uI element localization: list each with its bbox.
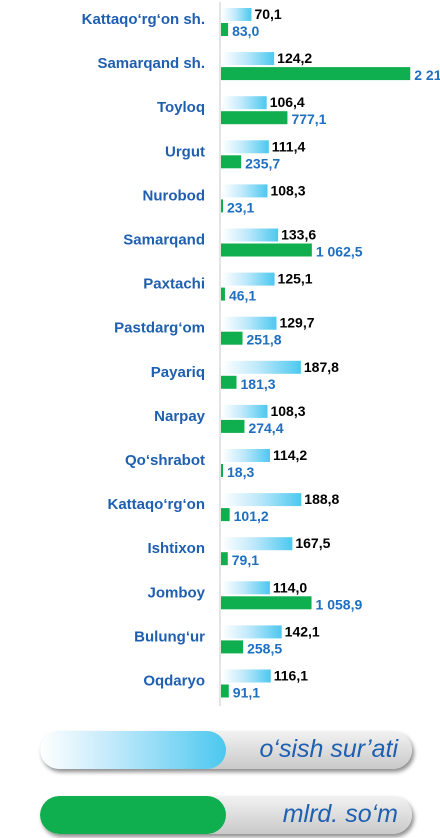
growth-value-label: 125,1 <box>278 271 313 287</box>
growth-value-label: 111,4 <box>272 138 306 154</box>
category-label: Samarqand <box>123 232 205 249</box>
category-label: Urgut <box>165 143 205 160</box>
growth-value-label: 124,2 <box>277 50 312 66</box>
amount-value-label: 777,1 <box>291 111 326 127</box>
growth-value-label: 167,5 <box>295 535 330 551</box>
amount-bar <box>221 508 230 522</box>
growth-bar <box>222 625 282 639</box>
amount-value-label: 91,1 <box>233 685 260 701</box>
amount-value-label: 181,3 <box>241 376 276 392</box>
amount-value-label: 83,0 <box>232 23 259 39</box>
growth-value-label: 108,3 <box>270 182 305 198</box>
growth-bar <box>222 404 268 418</box>
growth-bar <box>222 8 252 21</box>
legend-amount: mlrd. so‘m <box>40 796 412 834</box>
category-label: Qo‘shrabot <box>125 452 205 469</box>
amount-bar <box>221 375 237 389</box>
amount-value-label: 23,1 <box>227 199 254 215</box>
legend-growth-label: o‘sish sur’ati <box>259 735 398 763</box>
amount-value-label: 18,3 <box>227 464 254 480</box>
amount-value-label: 274,4 <box>248 420 283 436</box>
legend-amount-swatch <box>40 796 226 834</box>
category-label: Kattaqo‘rg‘on sh. <box>82 11 205 28</box>
category-label: Jomboy <box>147 584 205 601</box>
amount-bar <box>221 640 244 654</box>
amount-value-label: 1 058,9 <box>316 596 363 612</box>
amount-bar <box>221 111 288 125</box>
amount-bar <box>221 552 228 566</box>
amount-value-label: 1 062,5 <box>316 244 363 260</box>
growth-bar <box>222 493 302 507</box>
category-label: Pastdarg‘om <box>114 320 205 337</box>
category-label: Kattaqo‘rg‘on <box>108 496 206 513</box>
category-label: Payariq <box>151 364 205 381</box>
amount-bar <box>221 243 312 257</box>
growth-value-label: 114,2 <box>273 447 307 463</box>
growth-value-label: 116,1 <box>274 668 308 684</box>
growth-value-label: 187,8 <box>304 359 339 375</box>
growth-bar <box>222 669 271 683</box>
growth-bar <box>222 272 275 286</box>
amount-bar <box>221 419 245 433</box>
category-label: Toyloq <box>157 99 205 116</box>
amount-value-label: 251,8 <box>247 332 282 348</box>
growth-value-label: 188,8 <box>304 491 339 507</box>
amount-bar <box>221 199 223 213</box>
category-label: Bulung‘ur <box>134 628 205 645</box>
amount-value-label: 101,2 <box>234 508 269 524</box>
category-label: Paxtachi <box>143 276 205 293</box>
amount-value-label: 2 213,5 <box>414 67 440 83</box>
growth-bar <box>222 581 270 595</box>
category-label: Narpay <box>154 408 206 425</box>
growth-bar <box>222 184 268 198</box>
legend-growth-swatch <box>40 731 226 769</box>
growth-value-label: 133,6 <box>281 227 316 243</box>
growth-value-label: 142,1 <box>285 623 320 639</box>
amount-bar <box>221 684 229 698</box>
category-label: Oqdaryo <box>143 673 205 690</box>
amount-bar <box>221 596 312 610</box>
category-label: Samarqand sh. <box>97 55 205 72</box>
growth-value-label: 108,3 <box>270 403 305 419</box>
growth-value-label: 106,4 <box>270 94 305 110</box>
amount-bar <box>221 67 411 81</box>
category-label: Ishtixon <box>147 540 205 557</box>
growth-bar <box>222 360 301 374</box>
category-label: Nurobod <box>143 187 205 204</box>
amount-value-label: 79,1 <box>232 552 259 568</box>
growth-bar <box>222 140 269 154</box>
growth-bar <box>222 52 275 66</box>
amount-bar <box>221 464 223 477</box>
amount-bar <box>221 23 229 36</box>
amount-bar <box>221 287 225 301</box>
amount-value-label: 258,5 <box>247 640 282 656</box>
amount-bar <box>221 331 243 345</box>
growth-value-label: 129,7 <box>279 315 314 331</box>
growth-value-label: 114,0 <box>273 579 307 595</box>
amount-value-label: 46,1 <box>229 288 256 304</box>
growth-bar <box>222 449 270 462</box>
growth-bar <box>222 537 293 551</box>
legend-growth: o‘sish sur’ati <box>40 731 412 769</box>
amount-bar <box>221 155 242 169</box>
growth-value-label: 70,1 <box>254 6 281 22</box>
amount-value-label: 235,7 <box>245 155 280 171</box>
growth-bar <box>222 228 279 242</box>
legend-amount-label: mlrd. so‘m <box>282 800 398 828</box>
growth-bar <box>222 96 267 110</box>
growth-bar <box>222 316 277 330</box>
bar-chart: Kattaqo‘rg‘on sh. 70,183,0 Samarqand sh. 12… <box>82 2 440 706</box>
